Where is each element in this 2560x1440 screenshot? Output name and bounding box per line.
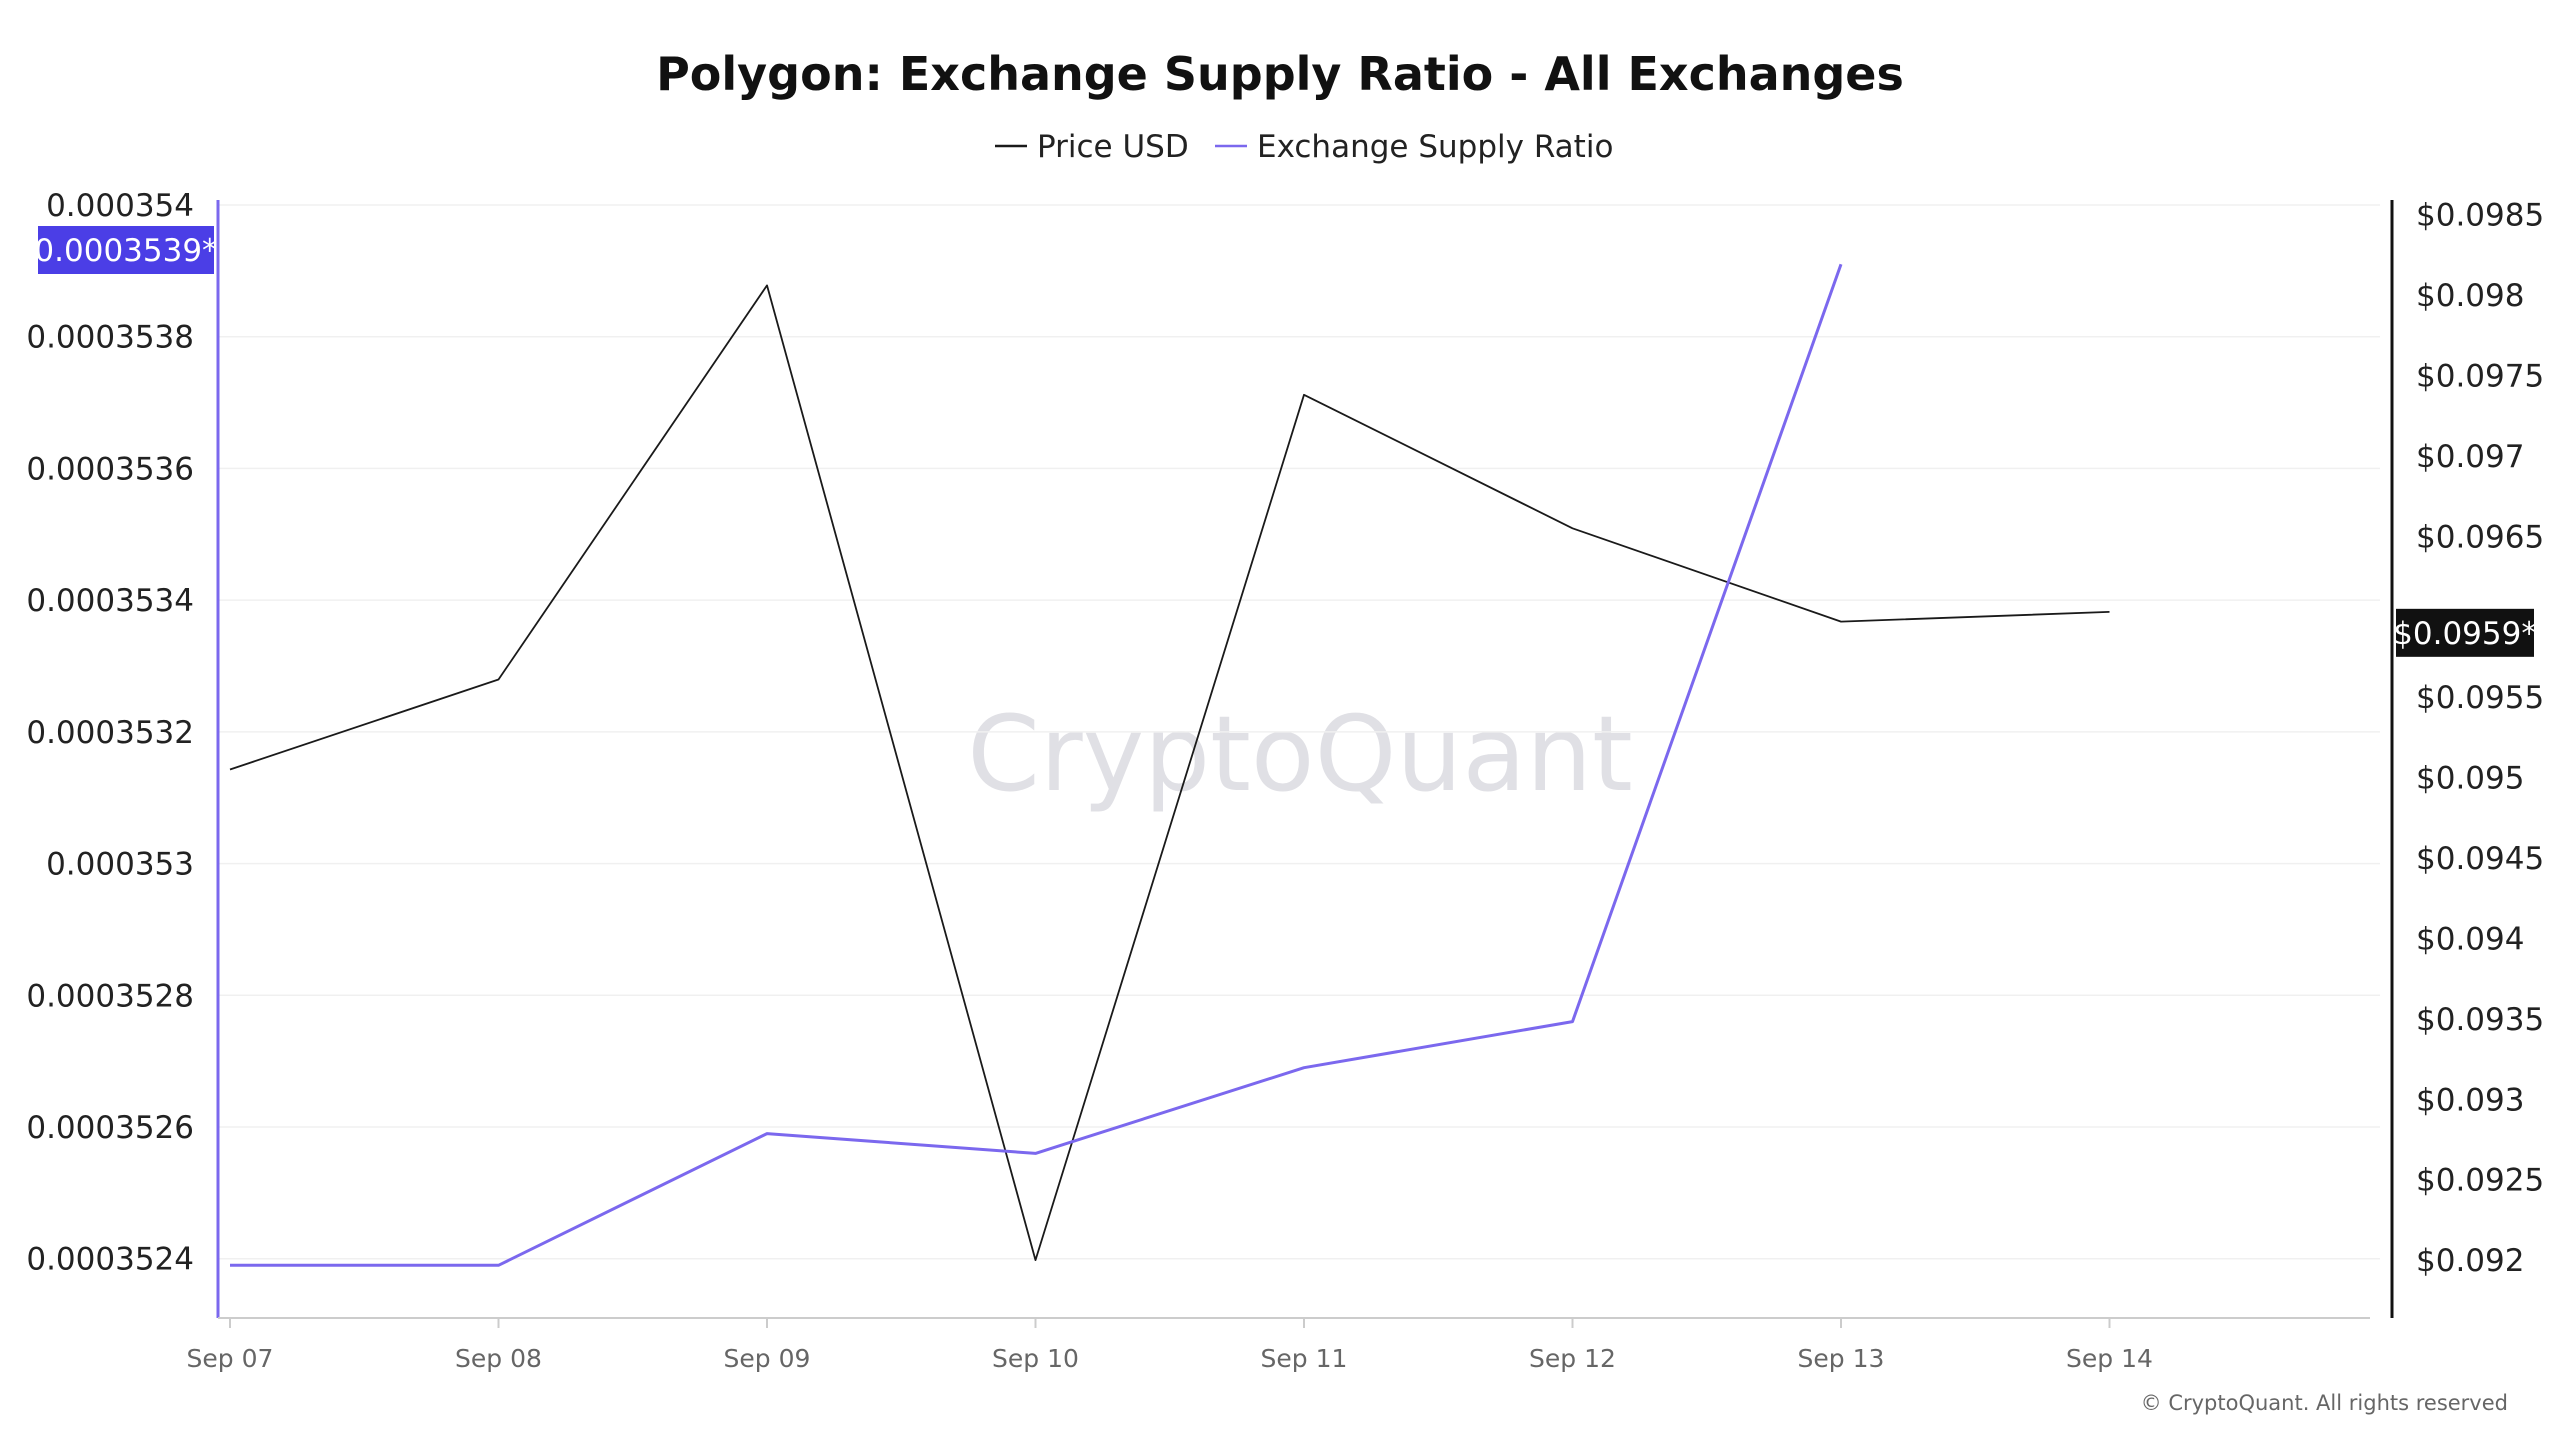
series-line-0[interactable] (229, 284, 2110, 1261)
badge-label: 0.0003539* (34, 233, 217, 269)
left-tick-label: 0.000354 (46, 188, 194, 224)
badge-bg (2396, 608, 2534, 657)
x-tick-label: Sep 08 (455, 1344, 542, 1373)
x-tick-label: Sep 13 (1798, 1344, 1885, 1373)
left-tick-label: 0.0003524 (26, 1242, 194, 1278)
grid (218, 204, 2380, 1260)
left-current-value-badge: 0.0003539* (34, 226, 218, 274)
x-tick-label: Sep 09 (724, 1344, 811, 1373)
copyright: © CryptoQuant. All rights reserved (2141, 1391, 2508, 1415)
right-axis-ticks: $0.092 $0.0925 $0.093 $0.0935 $0.094 $0.0945 $… (2416, 198, 2544, 1279)
badge-bg (38, 226, 214, 274)
right-tick-label: $0.0985 (2416, 198, 2544, 234)
right-tick-label: $0.0945 (2416, 841, 2544, 877)
right-tick-label: $0.0935 (2416, 1002, 2544, 1038)
left-tick-label: 0.0003538 (26, 320, 194, 356)
right-tick-label: $0.094 (2416, 921, 2524, 957)
legend-label: Price USD (1037, 129, 1189, 165)
x-tick-label: Sep 11 (1261, 1344, 1348, 1373)
left-tick-label: 0.0003534 (26, 583, 194, 619)
x-axis-ticks: Sep 07 Sep 08 Sep 09 Sep 10 Sep 11 Sep 12 Sep … (187, 1318, 2153, 1373)
x-tick-label: Sep 12 (1529, 1344, 1616, 1373)
right-tick-label: $0.093 (2416, 1082, 2524, 1118)
right-current-value-badge: $0.0959* (2393, 608, 2537, 657)
left-tick-label: 0.000353 (46, 847, 194, 883)
watermark: CryptoQuant (967, 693, 1633, 815)
left-tick-label: 0.0003536 (26, 451, 194, 487)
series-line-1[interactable] (230, 263, 1843, 1267)
right-tick-label: $0.092 (2416, 1243, 2524, 1279)
series-layer (229, 263, 2110, 1267)
left-tick-label: 0.0003526 (26, 1110, 194, 1146)
axes (216, 200, 2394, 1319)
legend: Price USD Exchange Supply Ratio (995, 129, 1613, 165)
x-tick-label: Sep 07 (187, 1344, 274, 1373)
x-tick-label: Sep 14 (2066, 1344, 2153, 1373)
right-tick-label: $0.0925 (2416, 1163, 2544, 1199)
legend-item-0[interactable]: Price USD (995, 129, 1189, 165)
right-tick-label: $0.0965 (2416, 519, 2544, 555)
right-tick-label: $0.0975 (2416, 358, 2544, 394)
right-tick-label: $0.095 (2416, 761, 2524, 797)
value-badges: 0.0003539* $0.0959* (34, 226, 2537, 657)
left-axis-ticks: 0.0003524 0.0003526 0.0003528 0.000353 0.000… (26, 188, 194, 1278)
legend-label: Exchange Supply Ratio (1257, 129, 1613, 165)
right-tick-label: $0.097 (2416, 439, 2524, 475)
left-tick-label: 0.0003528 (26, 978, 194, 1014)
left-tick-label: 0.0003532 (26, 715, 194, 751)
badge-label: $0.0959* (2393, 616, 2537, 652)
legend-item-1[interactable]: Exchange Supply Ratio (1215, 129, 1613, 165)
right-tick-label: $0.098 (2416, 278, 2524, 314)
x-tick-label: Sep 10 (992, 1344, 1079, 1373)
right-tick-label: $0.0955 (2416, 680, 2544, 716)
chart-title: Polygon: Exchange Supply Ratio - All Exc… (656, 47, 1904, 101)
